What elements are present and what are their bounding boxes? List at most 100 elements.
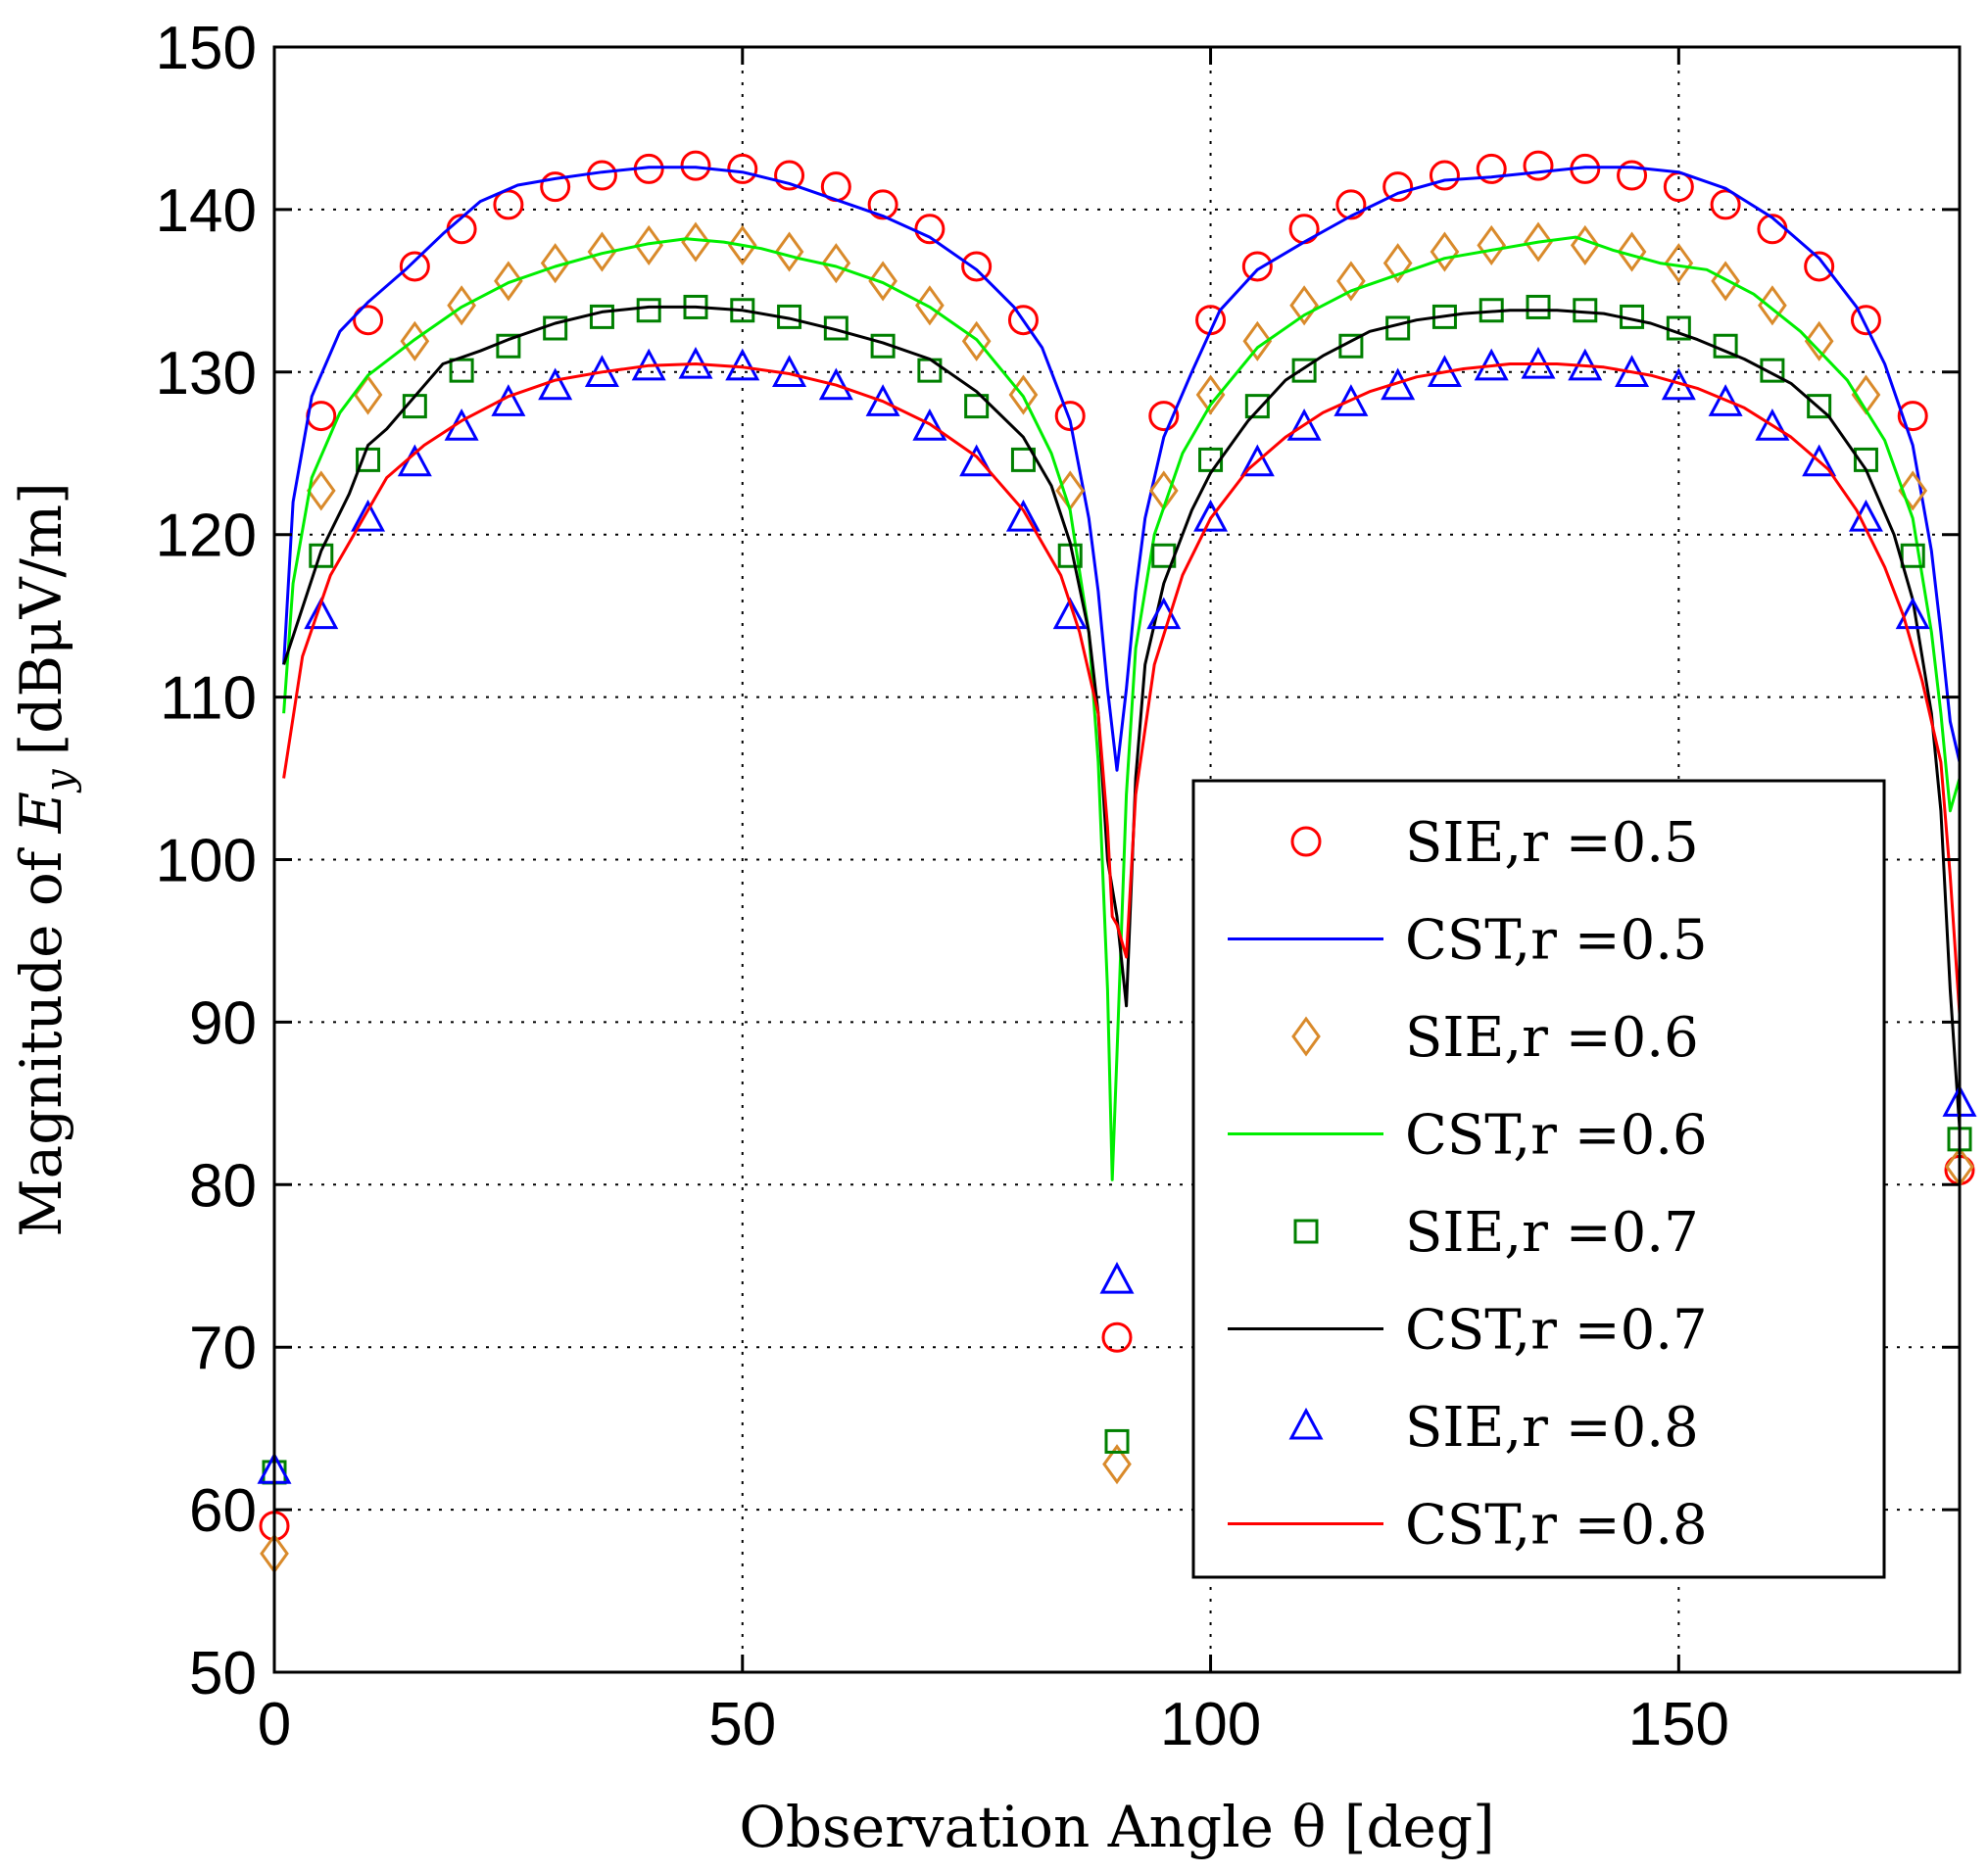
legend-item: CST,r =0.7 [1228,1299,1708,1363]
x-tick-label: 50 [708,1691,776,1758]
series-8 [282,362,1962,1015]
series-line [282,362,1962,1015]
data-point [1850,305,1881,336]
legend-item: SIE,r =0.8 [1288,1396,1699,1460]
data-point [494,261,523,302]
data-point [1760,358,1785,383]
data-point [1526,294,1551,319]
legend-label: SIE,r =0.6 [1405,1006,1699,1070]
data-point [1333,384,1369,416]
legend-marker-swatch [1293,1219,1319,1244]
legend-label: CST,r =0.7 [1405,1299,1708,1363]
data-point [1382,243,1413,284]
data-point [1101,1321,1133,1353]
data-point [493,189,524,220]
data-point [1104,1428,1130,1454]
data-point [1758,285,1787,326]
series-4 [282,235,1962,1181]
data-point [496,333,521,359]
data-point [1617,160,1648,191]
data-point [306,401,337,432]
legend-item: SIE,r =0.5 [1290,811,1699,875]
data-point [304,597,339,630]
data-point [727,153,758,184]
data-point [914,214,946,245]
y-tick-label: 60 [189,1477,257,1545]
data-point [821,243,851,284]
y-tick-label: 90 [189,989,257,1057]
legend-item: SIE,r =0.7 [1293,1201,1699,1265]
series-line [282,305,1962,1129]
y-axis-label-symbol: E [8,792,74,834]
data-point [449,358,474,383]
data-point [587,231,617,272]
y-tick-label: 130 [156,340,257,408]
data-point [1708,384,1743,416]
data-point [912,408,947,441]
data-point [959,444,994,477]
data-point [1239,444,1275,477]
data-point [961,251,993,282]
data-point [964,394,990,419]
data-point [1291,358,1317,383]
data-point [1102,1444,1132,1485]
data-point [1054,401,1086,432]
data-point [1804,320,1834,361]
data-point [1052,597,1088,630]
legend-item: CST,r =0.6 [1228,1104,1708,1168]
data-point [1429,160,1460,191]
data-point [1477,224,1507,265]
legend-label: SIE,r =0.5 [1405,811,1699,875]
data-point [634,224,664,265]
data-point [1898,470,1928,511]
data-point [1008,374,1039,415]
data-point [680,150,711,181]
data-point [681,221,710,263]
data-point [1897,401,1928,432]
x-tick-label: 150 [1628,1691,1729,1758]
y-tick-label: 50 [189,1640,257,1707]
data-point [309,543,334,568]
y-axis-label-prefix: Magnitude of [8,833,74,1236]
legend-marker-swatch [1290,826,1322,857]
data-point [353,305,384,336]
y-tick-label: 150 [156,15,257,82]
legend-box [1191,779,1886,1579]
data-point [1385,315,1411,341]
series-line [282,235,1962,1181]
legend-label: CST,r =0.8 [1405,1494,1708,1558]
data-point [1900,543,1925,568]
data-point [636,298,661,323]
data-point [1804,251,1835,282]
data-point [540,243,570,284]
data-point [1005,499,1041,532]
legend-label: CST,r =0.6 [1405,1104,1708,1168]
data-point [1523,150,1554,181]
data-point [1288,214,1320,245]
legend-item: CST,r =0.8 [1228,1494,1708,1558]
data-point [540,171,571,203]
data-point [586,160,617,191]
data-point [774,160,805,191]
data-point [306,470,336,511]
legend-marker-swatch [1291,1016,1321,1057]
x-tick-label: 100 [1160,1691,1261,1758]
data-point [1755,408,1790,441]
data-point [1335,189,1367,220]
data-point [1617,231,1647,272]
data-point [1241,251,1273,282]
series-2 [282,166,1962,772]
data-point [1664,243,1694,284]
y-axis-label-subscript: y [37,768,82,793]
data-point [915,285,945,326]
data-point [1286,408,1322,441]
legend-item: CST,r =0.5 [1228,909,1708,973]
legend-label: SIE,r =0.8 [1405,1396,1699,1460]
y-tick-label: 110 [160,665,257,733]
y-tick-label: 70 [189,1315,257,1382]
legend-label: SIE,r =0.7 [1405,1201,1699,1265]
data-point [727,224,757,265]
y-tick-label: 100 [156,828,257,895]
